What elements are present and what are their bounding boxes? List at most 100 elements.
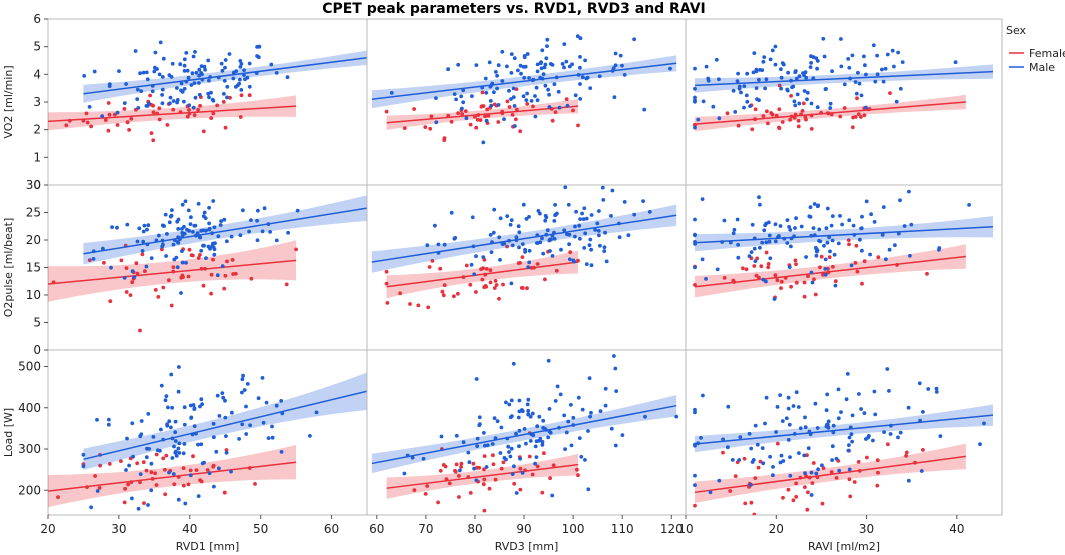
data-point-male: [722, 218, 727, 223]
data-point-male: [510, 414, 514, 418]
data-point-female: [862, 113, 867, 118]
data-point-female: [103, 118, 108, 122]
data-point-male: [182, 86, 187, 91]
data-point-female: [107, 462, 112, 466]
data-point-male: [580, 75, 585, 80]
data-point-male: [816, 467, 820, 472]
data-point-male: [207, 205, 212, 210]
data-point-female: [457, 474, 461, 478]
data-point-male: [559, 247, 563, 252]
data-point-male: [811, 226, 816, 231]
data-point-male: [778, 460, 783, 465]
data-point-female: [875, 458, 880, 463]
y-tick-label: 30: [26, 178, 41, 192]
data-point-male: [693, 265, 697, 270]
data-point-male: [647, 210, 652, 214]
y-tick-label: 200: [18, 483, 41, 497]
data-point-male: [500, 79, 505, 83]
data-point-male: [811, 55, 816, 59]
data-point-male: [158, 40, 163, 45]
data-point-male: [212, 252, 217, 257]
data-point-male: [587, 376, 592, 381]
data-point-male: [170, 405, 175, 410]
data-point-male: [196, 442, 200, 447]
data-point-male: [546, 358, 551, 363]
data-point-female: [130, 280, 135, 285]
data-point-male: [138, 71, 143, 76]
data-point-male: [502, 117, 506, 121]
x-tick-label: 20: [769, 522, 784, 536]
data-point-female: [221, 100, 226, 104]
data-point-male: [107, 417, 111, 422]
data-point-male: [804, 255, 808, 259]
data-point-male: [517, 245, 521, 250]
chart-title: CPET peak parameters vs. RVD1, RVD3 and …: [322, 1, 706, 17]
data-point-male: [175, 265, 180, 270]
data-point-male: [524, 217, 529, 221]
data-point-male: [907, 189, 911, 194]
data-point-male: [545, 44, 549, 48]
data-point-male: [772, 297, 777, 301]
data-point-male: [100, 114, 105, 118]
data-point-female: [485, 107, 490, 112]
data-point-male: [496, 63, 501, 68]
data-point-male: [736, 242, 740, 247]
data-point-male: [136, 506, 141, 511]
data-point-male: [526, 412, 531, 416]
data-point-male: [797, 451, 801, 455]
data-point-male: [237, 437, 242, 441]
data-point-male: [525, 402, 530, 407]
x-tick-label: 60: [324, 522, 339, 536]
data-point-male: [803, 415, 807, 420]
data-point-male: [509, 398, 514, 403]
data-point-female: [475, 117, 480, 122]
data-point-male: [823, 87, 828, 92]
panel-content: [48, 195, 367, 333]
data-point-female: [151, 138, 156, 143]
data-point-male: [505, 214, 510, 219]
data-point-male: [240, 390, 244, 395]
data-point-female: [753, 476, 758, 480]
data-point-male: [872, 220, 877, 224]
data-point-male: [547, 92, 551, 97]
data-point-female: [230, 258, 235, 262]
data-point-female: [921, 448, 925, 452]
data-point-male: [583, 58, 587, 63]
data-point-male: [885, 367, 890, 371]
data-point-male: [508, 222, 513, 227]
data-point-female: [531, 104, 535, 109]
data-point-male: [853, 80, 858, 84]
data-point-male: [768, 256, 773, 261]
data-point-male: [794, 390, 799, 395]
data-point-male: [780, 419, 785, 423]
data-point-male: [704, 277, 708, 281]
data-point-female: [821, 272, 825, 277]
data-point-male: [898, 430, 903, 435]
x-tick-label: 100: [562, 522, 585, 536]
data-point-male: [512, 464, 516, 469]
data-point-male: [484, 118, 489, 123]
data-point-female: [758, 459, 763, 464]
data-point-male: [469, 262, 474, 267]
data-point-female: [535, 262, 540, 266]
data-point-female: [385, 301, 390, 305]
data-point-male: [157, 233, 161, 238]
data-point-male: [145, 104, 150, 108]
data-point-male: [522, 427, 527, 431]
data-point-male: [499, 425, 504, 430]
data-point-male: [527, 260, 532, 265]
data-point-female: [108, 299, 113, 304]
data-point-female: [198, 478, 203, 482]
data-point-male: [831, 423, 836, 428]
data-point-female: [789, 94, 793, 98]
data-point-male: [864, 72, 868, 77]
data-point-male: [218, 223, 223, 227]
data-point-male: [144, 264, 149, 269]
data-point-male: [632, 212, 637, 217]
data-point-female: [239, 93, 244, 98]
data-point-male: [174, 454, 179, 458]
data-point-female: [128, 293, 133, 297]
data-point-female: [157, 117, 162, 122]
data-point-female: [231, 272, 236, 276]
data-point-male: [238, 233, 243, 238]
